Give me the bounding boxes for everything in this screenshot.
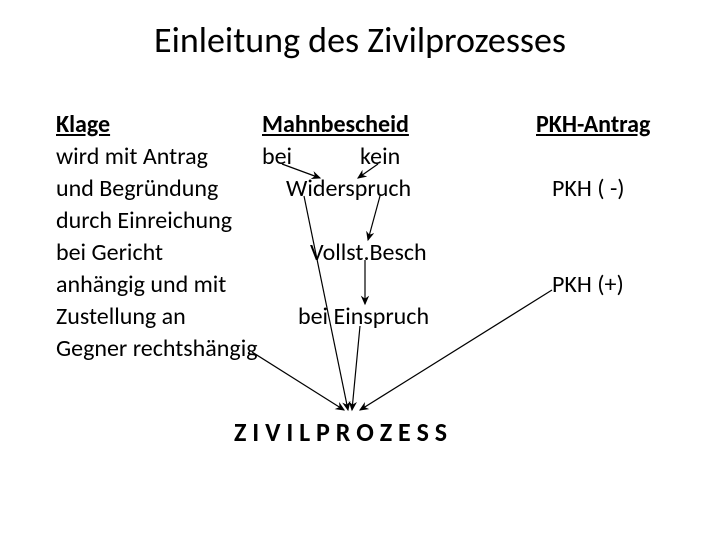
slide: Einleitung des Zivilprozesses Klage wird… [0,0,720,540]
klage-line-1: wird mit Antrag [56,142,208,172]
arrow-einspruch-to-ziv [352,326,360,410]
mahn-vollstbesch: Vollst.Besch [310,238,427,268]
pkh-plus: PKH (+) [552,270,624,300]
pkh-heading: PKH-Antrag [536,110,650,140]
klage-line-3: durch Einreichung [56,206,232,236]
klage-heading: Klage [56,110,110,140]
klage-line-5: anhängig und mit [56,270,226,300]
pkh-minus: PKH ( -) [552,174,625,204]
klage-line-4: bei Gericht [56,238,163,268]
zivilprozess-label: Z I V I L P R O Z E S S [234,416,447,449]
mahnbescheid-heading: Mahnbescheid [262,110,409,140]
klage-line-6: Zustellung an [56,302,186,332]
klage-line-7: Gegner rechtshängig [56,334,258,364]
mahn-widerspruch: Widerspruch [286,174,411,204]
klage-line-2: und Begründung [56,174,218,204]
arrow-klage-to-ziv [252,352,344,410]
mahn-kein: kein [360,142,400,172]
mahn-einspruch: bei Einspruch [298,302,429,332]
mahn-bei: bei [262,142,292,172]
slide-title: Einleitung des Zivilprozesses [0,18,720,62]
